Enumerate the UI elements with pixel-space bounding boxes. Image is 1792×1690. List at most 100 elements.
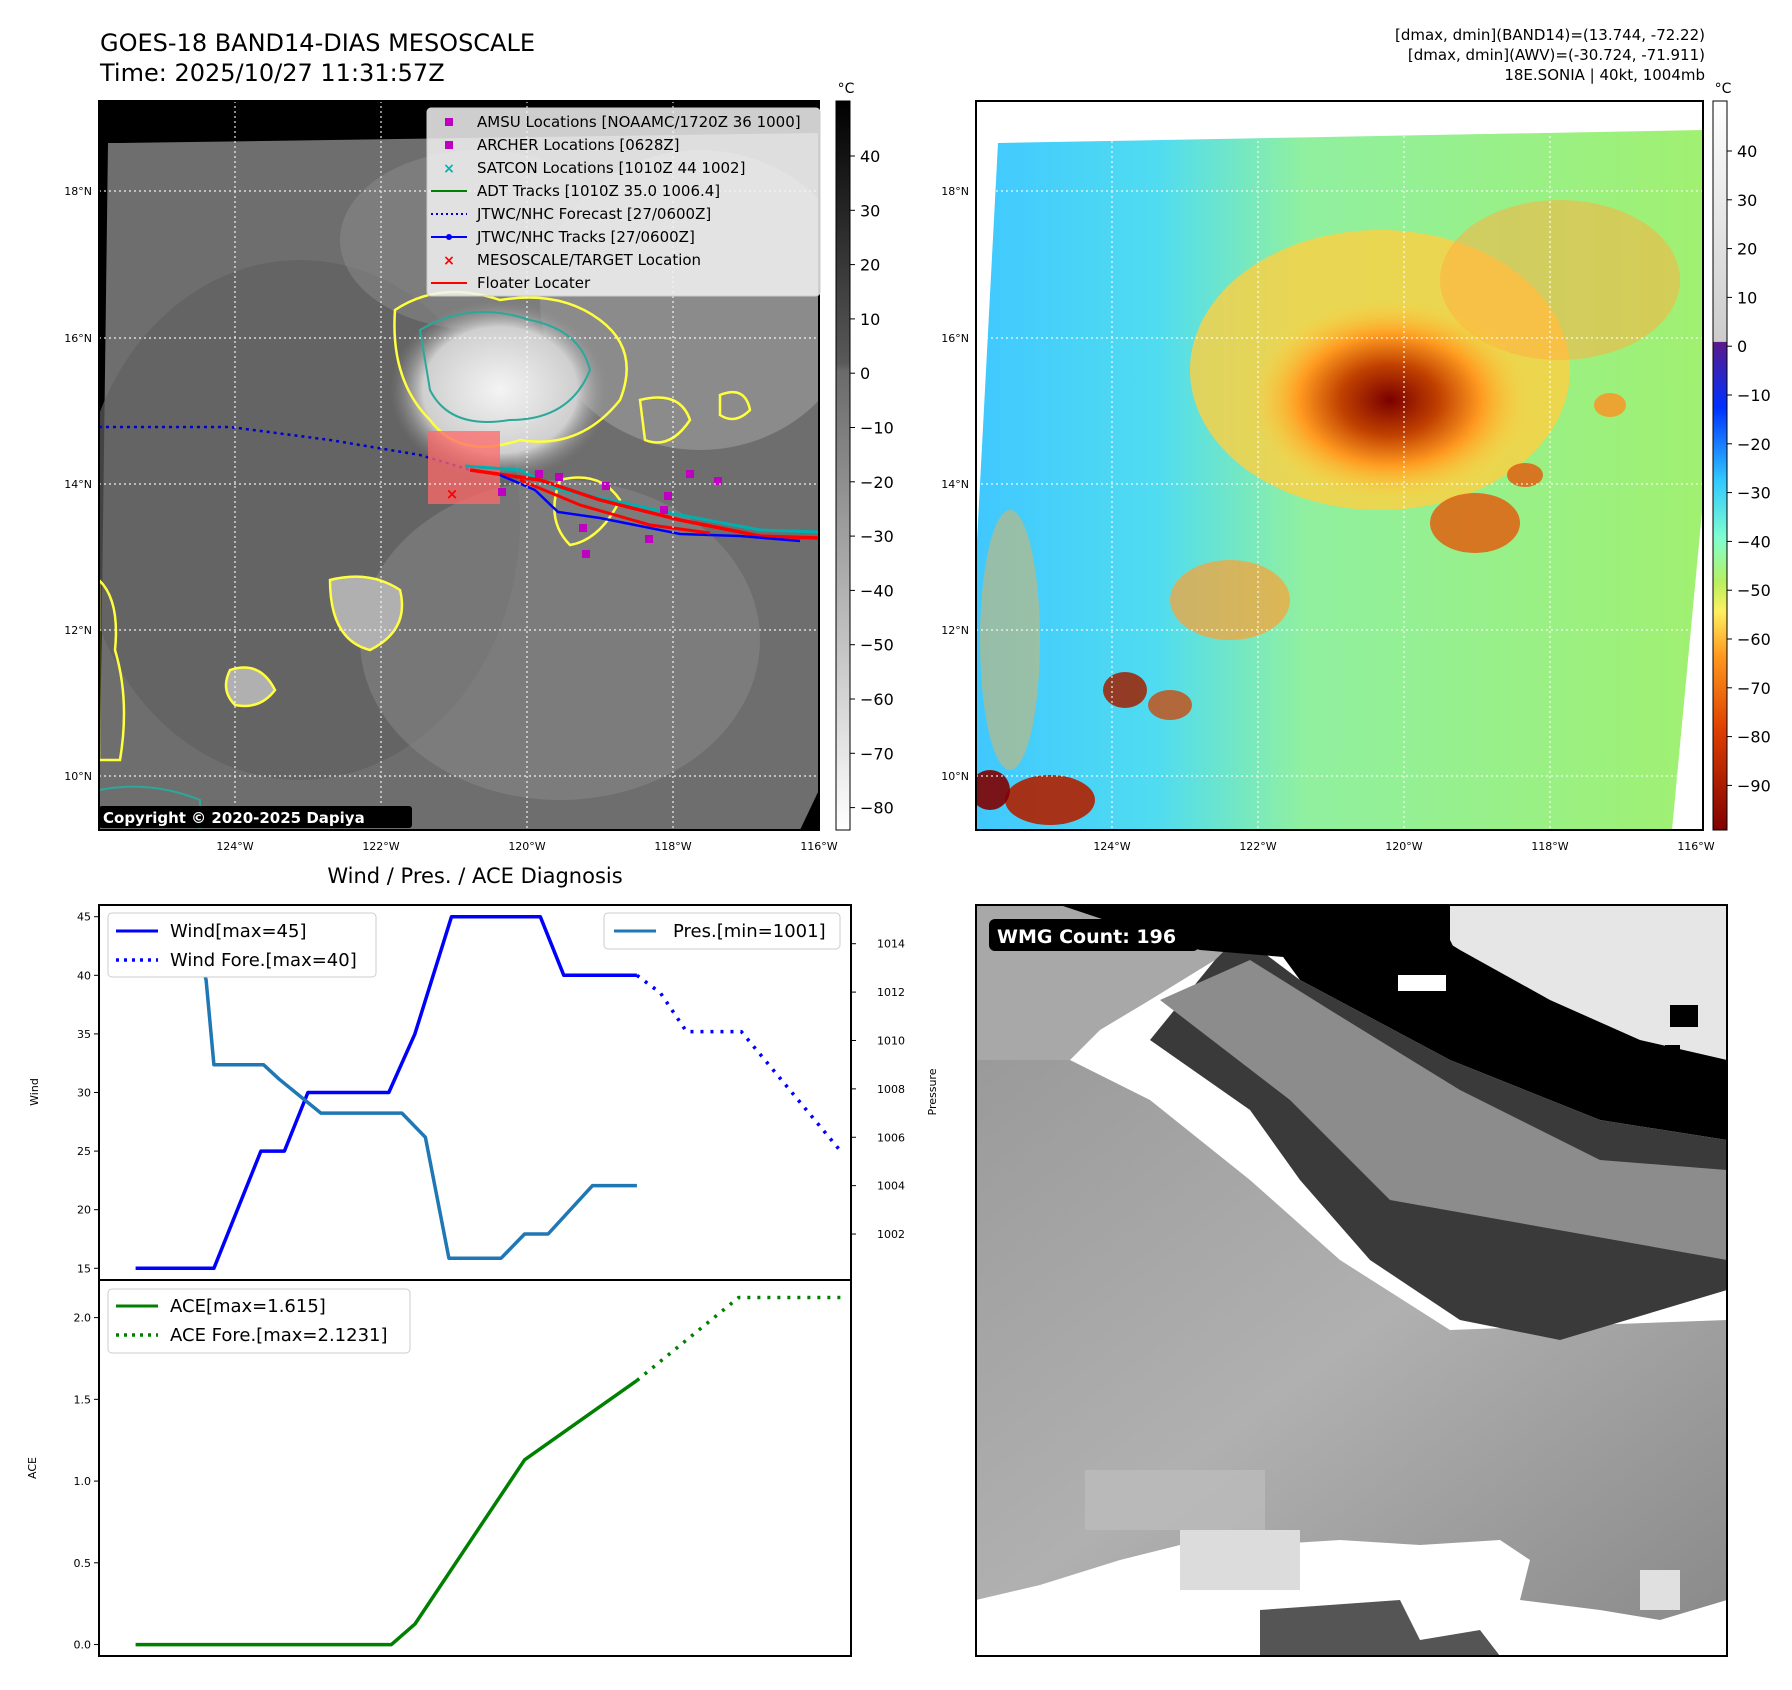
ir-lon-label: 116°W [800, 840, 837, 853]
wv-lat-label: 12°N [941, 624, 969, 637]
wv-colorbar-tick: 20 [1737, 240, 1757, 259]
wv-colorbar-tick: −10 [1737, 386, 1771, 405]
ir-lon-label: 120°W [508, 840, 545, 853]
left-tick-label: 40 [77, 969, 91, 982]
legend-item-label: SATCON Locations [1010Z 44 1002] [477, 159, 745, 177]
wv-colorbar-tick: 0 [1737, 337, 1747, 356]
wv-colorbar-tick: −20 [1737, 435, 1771, 454]
copyright-label: Copyright © 2020-2025 Dapiya [103, 809, 365, 827]
wv-lat-label: 10°N [941, 770, 969, 783]
left-tick-label: 1.0 [74, 1475, 92, 1488]
pressure-axis-label: Pressure [926, 1068, 939, 1115]
legend-marker-5 [431, 234, 467, 240]
wv-lon-label: 116°W [1677, 840, 1714, 853]
wv-colorbar-tick: −70 [1737, 679, 1771, 698]
wv-colorbar-tick: 10 [1737, 288, 1757, 307]
wv-colorbar-tick: 40 [1737, 142, 1757, 161]
wv-map-panel: °C 40 30 20 10 0 −10 −20 −30 −40 −50 −60 −70 −80 −90 [975, 81, 1771, 831]
ir-lon-label: 122°W [362, 840, 399, 853]
ir-colorbar-tick: 30 [860, 201, 880, 220]
wv-colorbar-tick: −40 [1737, 532, 1771, 551]
ir-lat-label: 18°N [64, 185, 92, 198]
right-tick-label: 1006 [877, 1131, 905, 1144]
series-line-0 [135, 1379, 638, 1647]
ir-lat-label: 12°N [64, 624, 92, 637]
stats-band14: [dmax, dmin](BAND14)=(13.744, -72.22) [1395, 26, 1705, 44]
ir-lon-label: 118°W [654, 840, 691, 853]
wv-colorbar-unit: °C [1715, 81, 1732, 97]
figure-time: Time: 2025/10/27 11:31:57Z [99, 59, 445, 87]
wv-colorbar-tick: −60 [1737, 630, 1771, 649]
wv-storm-core [1250, 300, 1530, 500]
right-tick-label: 1010 [877, 1034, 905, 1047]
stats-storm: 18E.SONIA | 40kt, 1004mb [1504, 66, 1705, 84]
ir-colorbar-tick: −30 [860, 527, 894, 546]
wv-lat-label: 16°N [941, 332, 969, 345]
series-line-2 [135, 917, 637, 1260]
right-tick-label: 1002 [877, 1228, 905, 1241]
ir-colorbar-tick: 10 [860, 310, 880, 329]
figure-title: GOES-18 BAND14-DIAS MESOSCALE [100, 29, 535, 57]
wv-lon-label: 124°W [1093, 840, 1130, 853]
legend-item-label: ADT Tracks [1010Z 35.0 1006.4] [477, 182, 720, 200]
legend-item-label: Floater Locater [477, 274, 591, 292]
left-tick-label: 2.0 [74, 1312, 92, 1325]
ir-map-panel: × AMSU Locations [NOAAMC/1720Z 36 1000]A… [98, 81, 894, 831]
ir-colorbar-tick: −80 [860, 799, 894, 818]
wind-pressure-chart: 15 20 25 30 35 40 45 1002 1004 1006 1008 1010 1012 10… [28, 904, 939, 1281]
wv-colorbar-tick: −80 [1737, 728, 1771, 747]
ir-colorbar-tick: −70 [860, 744, 894, 763]
ir-colorbar-tick: −10 [860, 419, 894, 438]
ir-colorbar-tick: 20 [860, 256, 880, 275]
ir-colorbar-tick: 0 [860, 364, 870, 383]
left-tick-label: 15 [77, 1262, 91, 1275]
wmg-panel: WMG Count: 196 [975, 904, 1728, 1657]
wv-colorbar [1712, 100, 1728, 831]
right-tick-label: 1014 [877, 938, 905, 951]
ir-lat-label: 14°N [64, 478, 92, 491]
legend-marker-2: × [443, 161, 455, 177]
wmg-badge [989, 919, 1199, 951]
wind-legend [107, 912, 377, 978]
wv-colorbar-tick: 30 [1737, 191, 1757, 210]
wind-axis-label: Wind [28, 1078, 41, 1106]
wv-lon-label: 120°W [1385, 840, 1422, 853]
legend-item-label: MESOSCALE/TARGET Location [477, 251, 701, 269]
ir-colorbar-unit: °C [838, 81, 855, 97]
wv-lat-label: 14°N [941, 478, 969, 491]
ir-colorbar-tick: 40 [860, 147, 880, 166]
legend-marker-0 [445, 118, 453, 126]
series-line-1 [635, 1295, 841, 1382]
pressure-legend-label: Pres.[min=1001] [673, 921, 826, 942]
ir-colorbar-tick: −50 [860, 636, 894, 655]
ir-colorbar-tick: −60 [860, 690, 894, 709]
wv-lon-label: 118°W [1531, 840, 1568, 853]
right-tick-label: 1012 [877, 986, 905, 999]
wind-legend-label: Wind[max=45] [170, 921, 307, 942]
map-legend: AMSU Locations [NOAAMC/1720Z 36 1000] ARC… [426, 107, 821, 297]
wv-lon-label: 122°W [1239, 840, 1276, 853]
wv-lat-label: 18°N [941, 185, 969, 198]
ace-legend-label: ACE[max=1.615] [170, 1296, 326, 1317]
legend-item-label: AMSU Locations [NOAAMC/1720Z 36 1000] [477, 113, 801, 131]
legend-marker-6: × [443, 253, 455, 269]
ace-axis-label: ACE [26, 1457, 39, 1479]
left-tick-label: 0.5 [74, 1557, 92, 1570]
ir-lat-label: 16°N [64, 332, 92, 345]
left-tick-label: 0.0 [74, 1639, 92, 1652]
left-tick-label: 30 [77, 1087, 91, 1100]
legend-marker-1 [445, 141, 453, 149]
ace-fore-legend-label: ACE Fore.[max=2.1231] [170, 1325, 388, 1346]
left-tick-label: 35 [77, 1028, 91, 1041]
diagnosis-title: Wind / Pres. / ACE Diagnosis [327, 864, 622, 888]
ir-colorbar-tick: −20 [860, 473, 894, 492]
wv-colorbar-tick: −30 [1737, 484, 1771, 503]
series-line-1 [635, 973, 842, 1153]
left-tick-label: 20 [77, 1204, 91, 1217]
series-line-0 [135, 914, 637, 1271]
ir-colorbar-tick: −40 [860, 581, 894, 600]
ir-colorbar [835, 100, 851, 831]
pressure-legend [603, 912, 841, 950]
left-tick-label: 45 [77, 911, 91, 924]
